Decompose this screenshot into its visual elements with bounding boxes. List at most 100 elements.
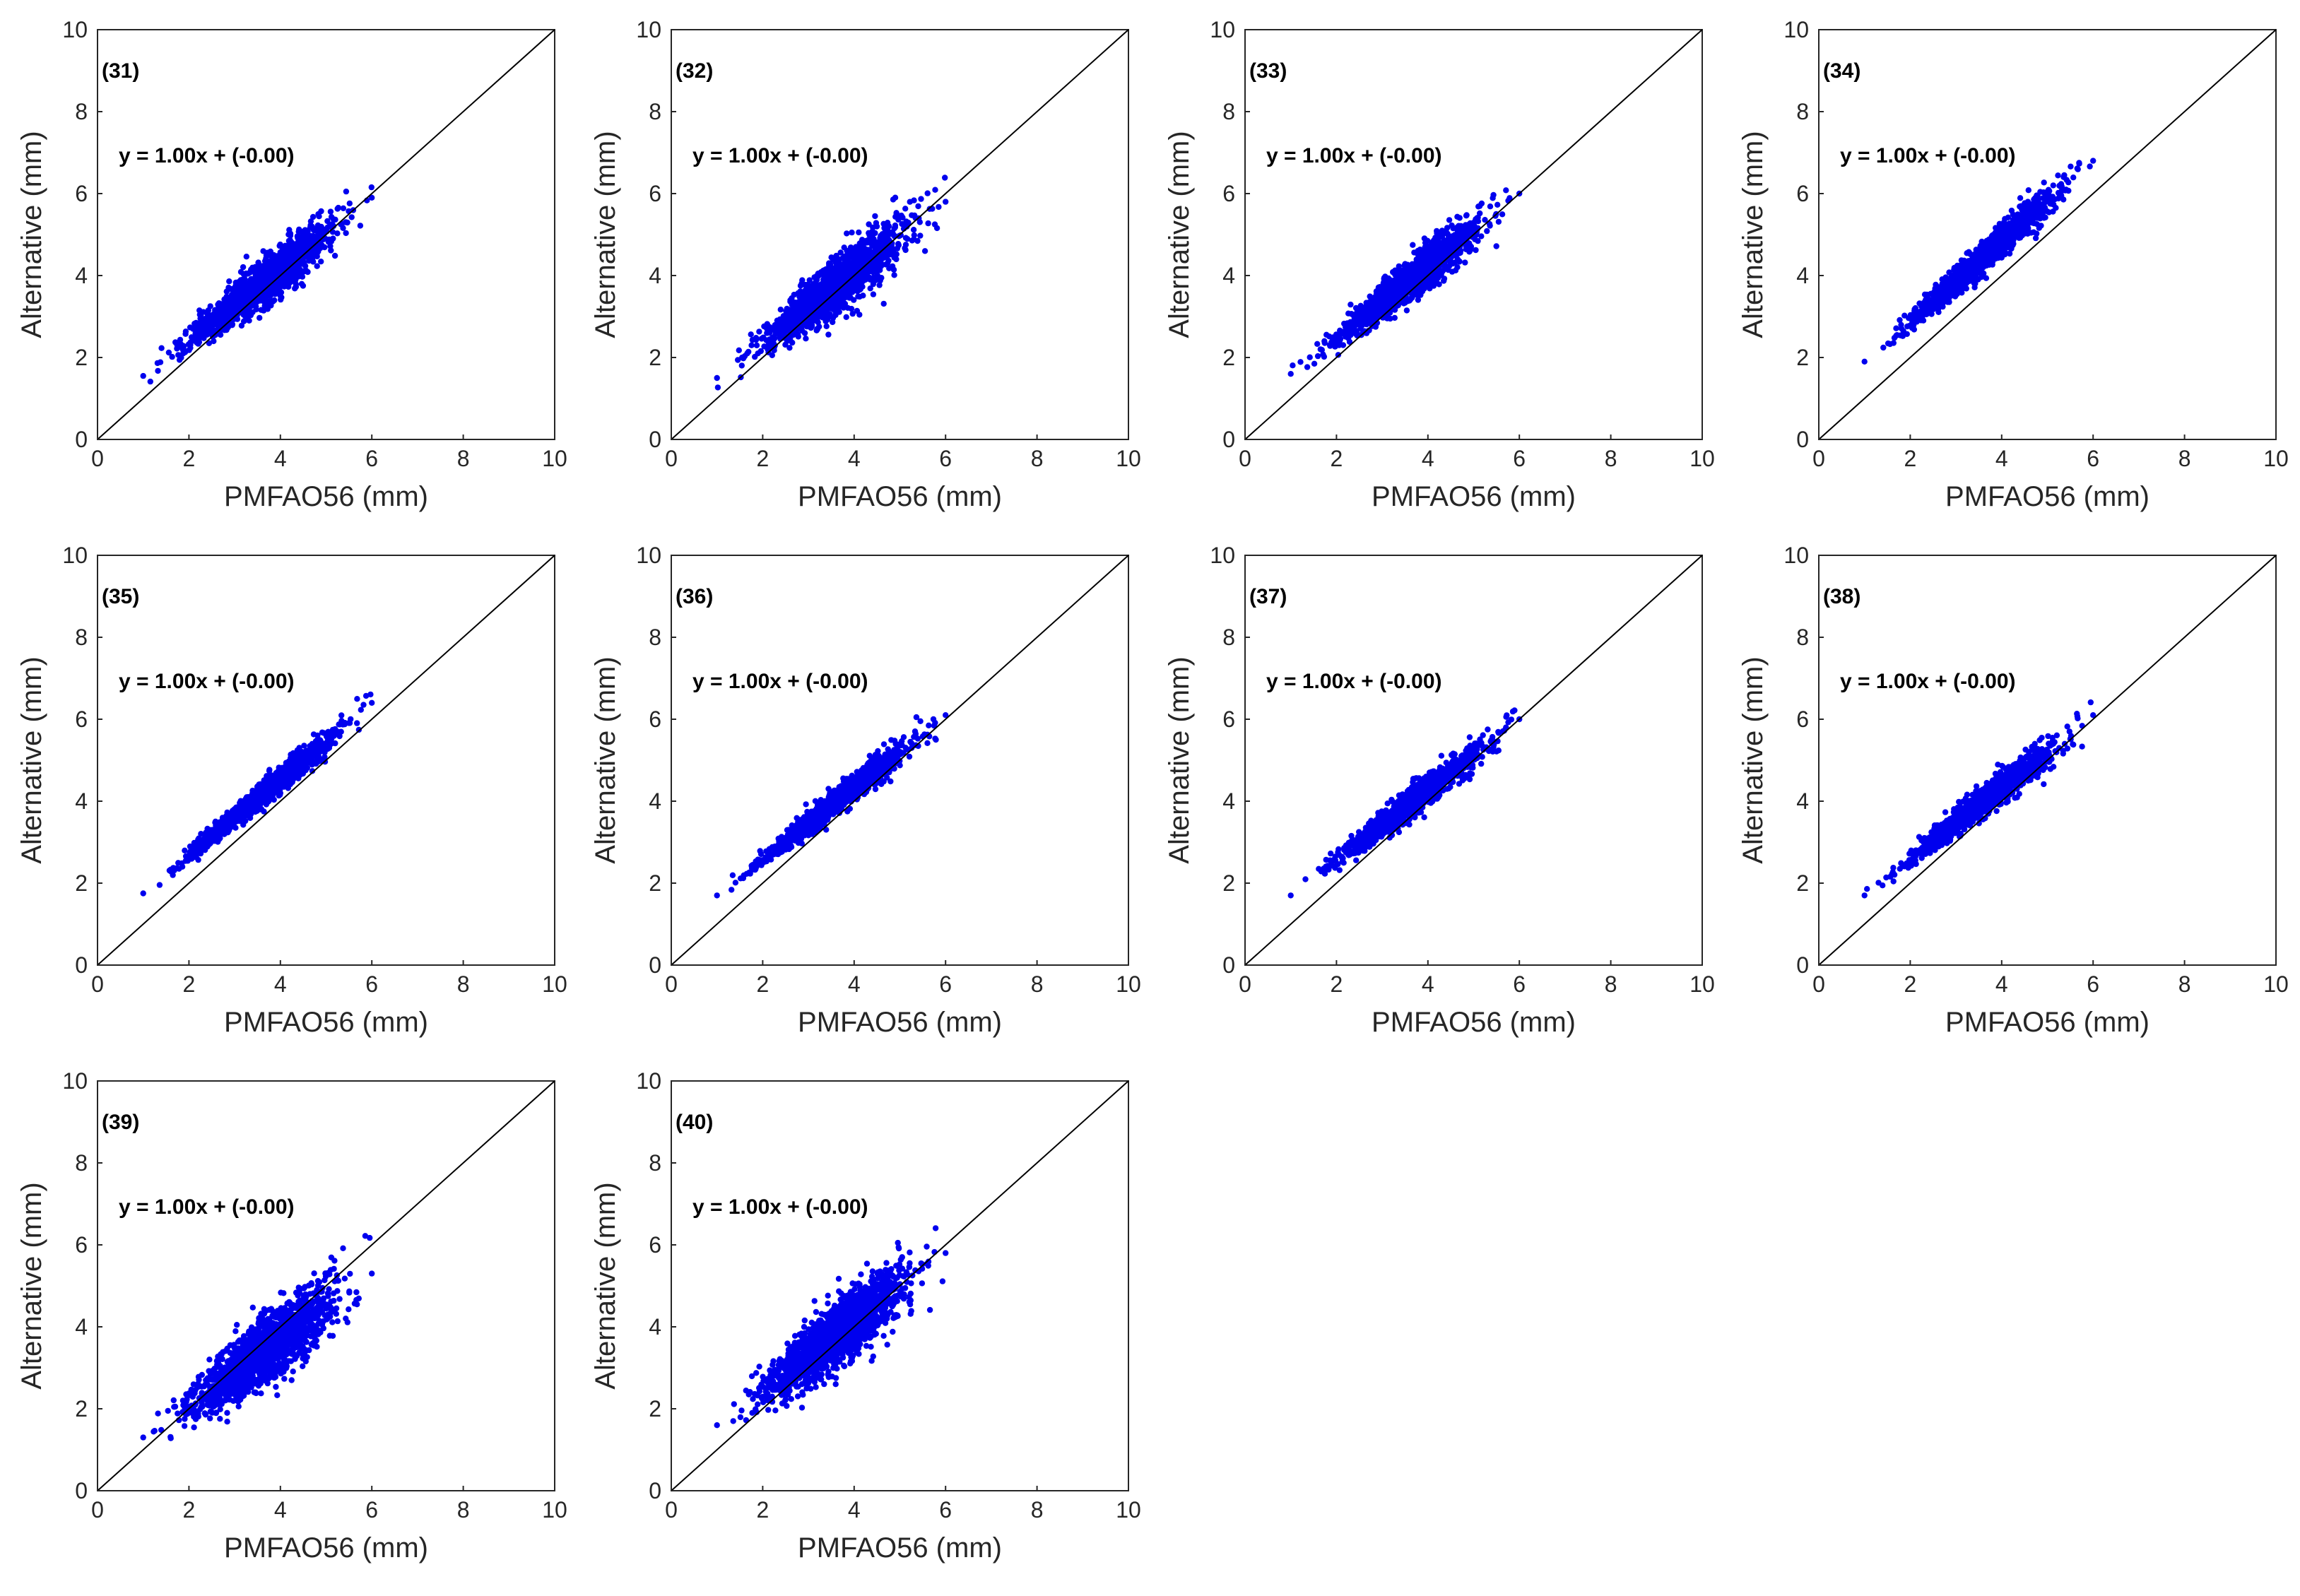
data-point — [208, 326, 215, 332]
data-points — [1287, 187, 1523, 377]
data-point — [1463, 212, 1470, 218]
data-point — [225, 284, 232, 291]
data-point — [305, 268, 311, 276]
data-point — [827, 277, 834, 283]
data-points — [714, 175, 949, 391]
data-point — [256, 314, 263, 321]
data-point — [237, 284, 243, 290]
y-tick-label: 10 — [636, 17, 661, 42]
data-point — [1880, 344, 1887, 351]
data-point — [798, 280, 805, 287]
x-tick-label: 6 — [1513, 446, 1526, 471]
data-point — [187, 345, 194, 351]
data-point — [211, 338, 217, 345]
data-point — [192, 330, 199, 337]
data-point — [876, 282, 883, 288]
data-point — [233, 292, 240, 299]
x-axis-label: PMFAO56 (mm) — [798, 481, 1002, 512]
data-point — [1427, 280, 1433, 287]
data-point — [210, 317, 217, 324]
data-point — [2041, 179, 2047, 186]
data-point — [936, 203, 942, 211]
data-point — [871, 265, 877, 271]
data-point — [1375, 294, 1381, 301]
y-tick-label: 8 — [1222, 99, 1235, 124]
data-point — [300, 245, 307, 252]
data-point — [1384, 285, 1391, 292]
data-point — [1314, 353, 1321, 360]
data-point — [1372, 307, 1379, 314]
data-point — [182, 349, 189, 355]
data-point — [1362, 319, 1368, 325]
y-tick-label: 0 — [75, 427, 88, 452]
data-point — [1487, 223, 1493, 229]
data-point — [1421, 285, 1427, 292]
y-tick-label: 6 — [649, 181, 661, 206]
data-point — [266, 263, 273, 269]
data-point — [753, 342, 760, 348]
data-point — [1432, 249, 1438, 255]
plot-frame — [97, 29, 555, 440]
data-point — [1454, 213, 1461, 220]
data-point — [263, 255, 269, 261]
y-tick-label: 10 — [62, 17, 88, 42]
y-tick-label: 2 — [1222, 345, 1235, 370]
data-point — [932, 187, 938, 193]
data-point — [287, 254, 294, 261]
data-point — [368, 184, 375, 191]
panel-label: (32) — [676, 59, 713, 83]
data-point — [820, 307, 827, 313]
data-point — [745, 348, 752, 355]
data-point — [1452, 267, 1459, 273]
x-tick-label: 6 — [365, 446, 378, 471]
data-point — [1427, 242, 1434, 249]
data-point — [1435, 235, 1441, 241]
data-point — [1415, 297, 1422, 303]
x-tick-label: 8 — [1031, 446, 1044, 471]
reference-line — [1244, 29, 1703, 440]
data-point — [334, 230, 341, 237]
data-point — [229, 321, 236, 328]
data-point — [803, 336, 809, 342]
data-point — [314, 263, 320, 269]
data-point — [1484, 227, 1490, 235]
data-point — [942, 175, 948, 181]
data-point — [848, 305, 855, 312]
y-tick-label: 2 — [649, 345, 661, 370]
data-point — [714, 384, 721, 391]
data-point — [924, 190, 931, 196]
data-point — [888, 246, 895, 253]
x-tick-label: 0 — [91, 446, 104, 471]
data-point — [828, 298, 835, 305]
data-point — [1446, 263, 1453, 269]
data-point — [1395, 267, 1401, 273]
data-point — [1317, 346, 1324, 353]
data-point — [140, 372, 146, 379]
y-tick-label: 10 — [1210, 17, 1235, 42]
y-tick-label: 2 — [75, 345, 88, 370]
data-point — [847, 268, 853, 276]
data-point — [309, 213, 317, 220]
y-tick-label: 0 — [649, 427, 661, 452]
data-point — [878, 256, 884, 264]
data-point — [822, 318, 829, 324]
data-point — [327, 243, 334, 249]
data-point — [250, 283, 256, 290]
data-point — [786, 345, 793, 351]
reference-line — [671, 29, 1129, 440]
data-point — [147, 378, 153, 385]
data-point — [299, 273, 306, 280]
y-tick-label: 0 — [1222, 427, 1235, 452]
data-point — [894, 245, 901, 252]
data-point — [280, 282, 286, 288]
data-point — [889, 263, 896, 270]
data-point — [921, 248, 928, 254]
data-point — [1387, 315, 1393, 322]
x-tick-label: 4 — [1422, 446, 1434, 471]
data-point — [822, 268, 829, 275]
data-point — [1347, 332, 1354, 338]
data-point — [1409, 295, 1415, 301]
data-point — [182, 331, 189, 337]
data-point — [272, 254, 278, 261]
